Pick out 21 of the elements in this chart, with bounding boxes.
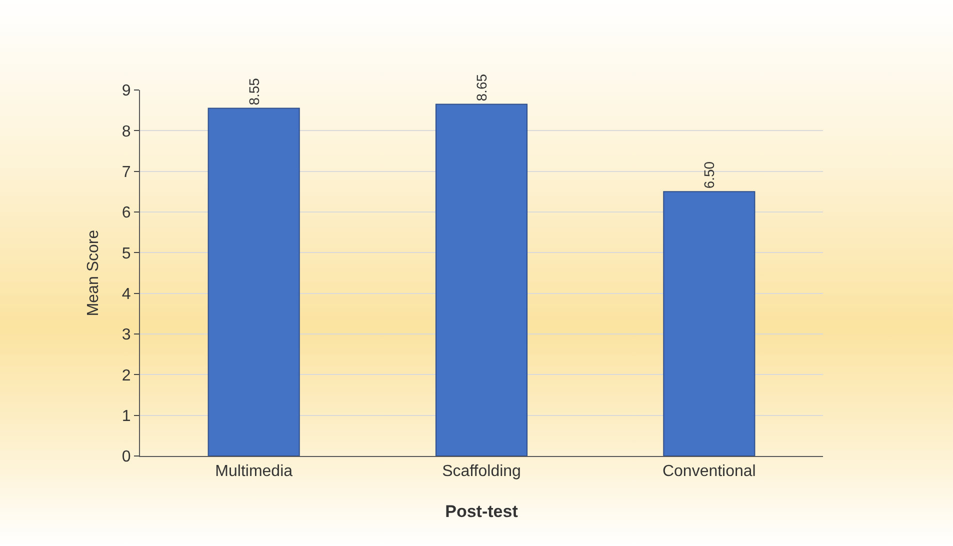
y-tick-label: 1: [122, 408, 131, 425]
y-tick-label: 7: [122, 164, 131, 181]
y-axis-title: Mean Score: [85, 230, 102, 316]
y-tick-label: 4: [122, 286, 131, 303]
y-tick-label: 6: [122, 204, 131, 222]
y-tick-label: 2: [122, 367, 131, 384]
y-tick-label: 3: [122, 326, 131, 344]
bar: [208, 108, 300, 456]
bar: [435, 104, 528, 456]
y-tick-label: 8: [122, 123, 131, 140]
data-label: 8.65: [474, 74, 490, 102]
y-tick-label: 0: [122, 448, 131, 466]
x-tick-label: Multimedia: [215, 463, 293, 480]
x-axis-title: Post-test: [445, 502, 518, 521]
x-tick-label: Scaffolding: [442, 463, 521, 480]
data-label: 8.55: [246, 78, 262, 106]
y-tick-label: 5: [122, 245, 131, 262]
bar: [663, 191, 756, 456]
y-tick-label: 9: [122, 82, 131, 100]
data-label: 6.50: [701, 161, 718, 189]
x-tick-label: Conventional: [662, 463, 756, 480]
